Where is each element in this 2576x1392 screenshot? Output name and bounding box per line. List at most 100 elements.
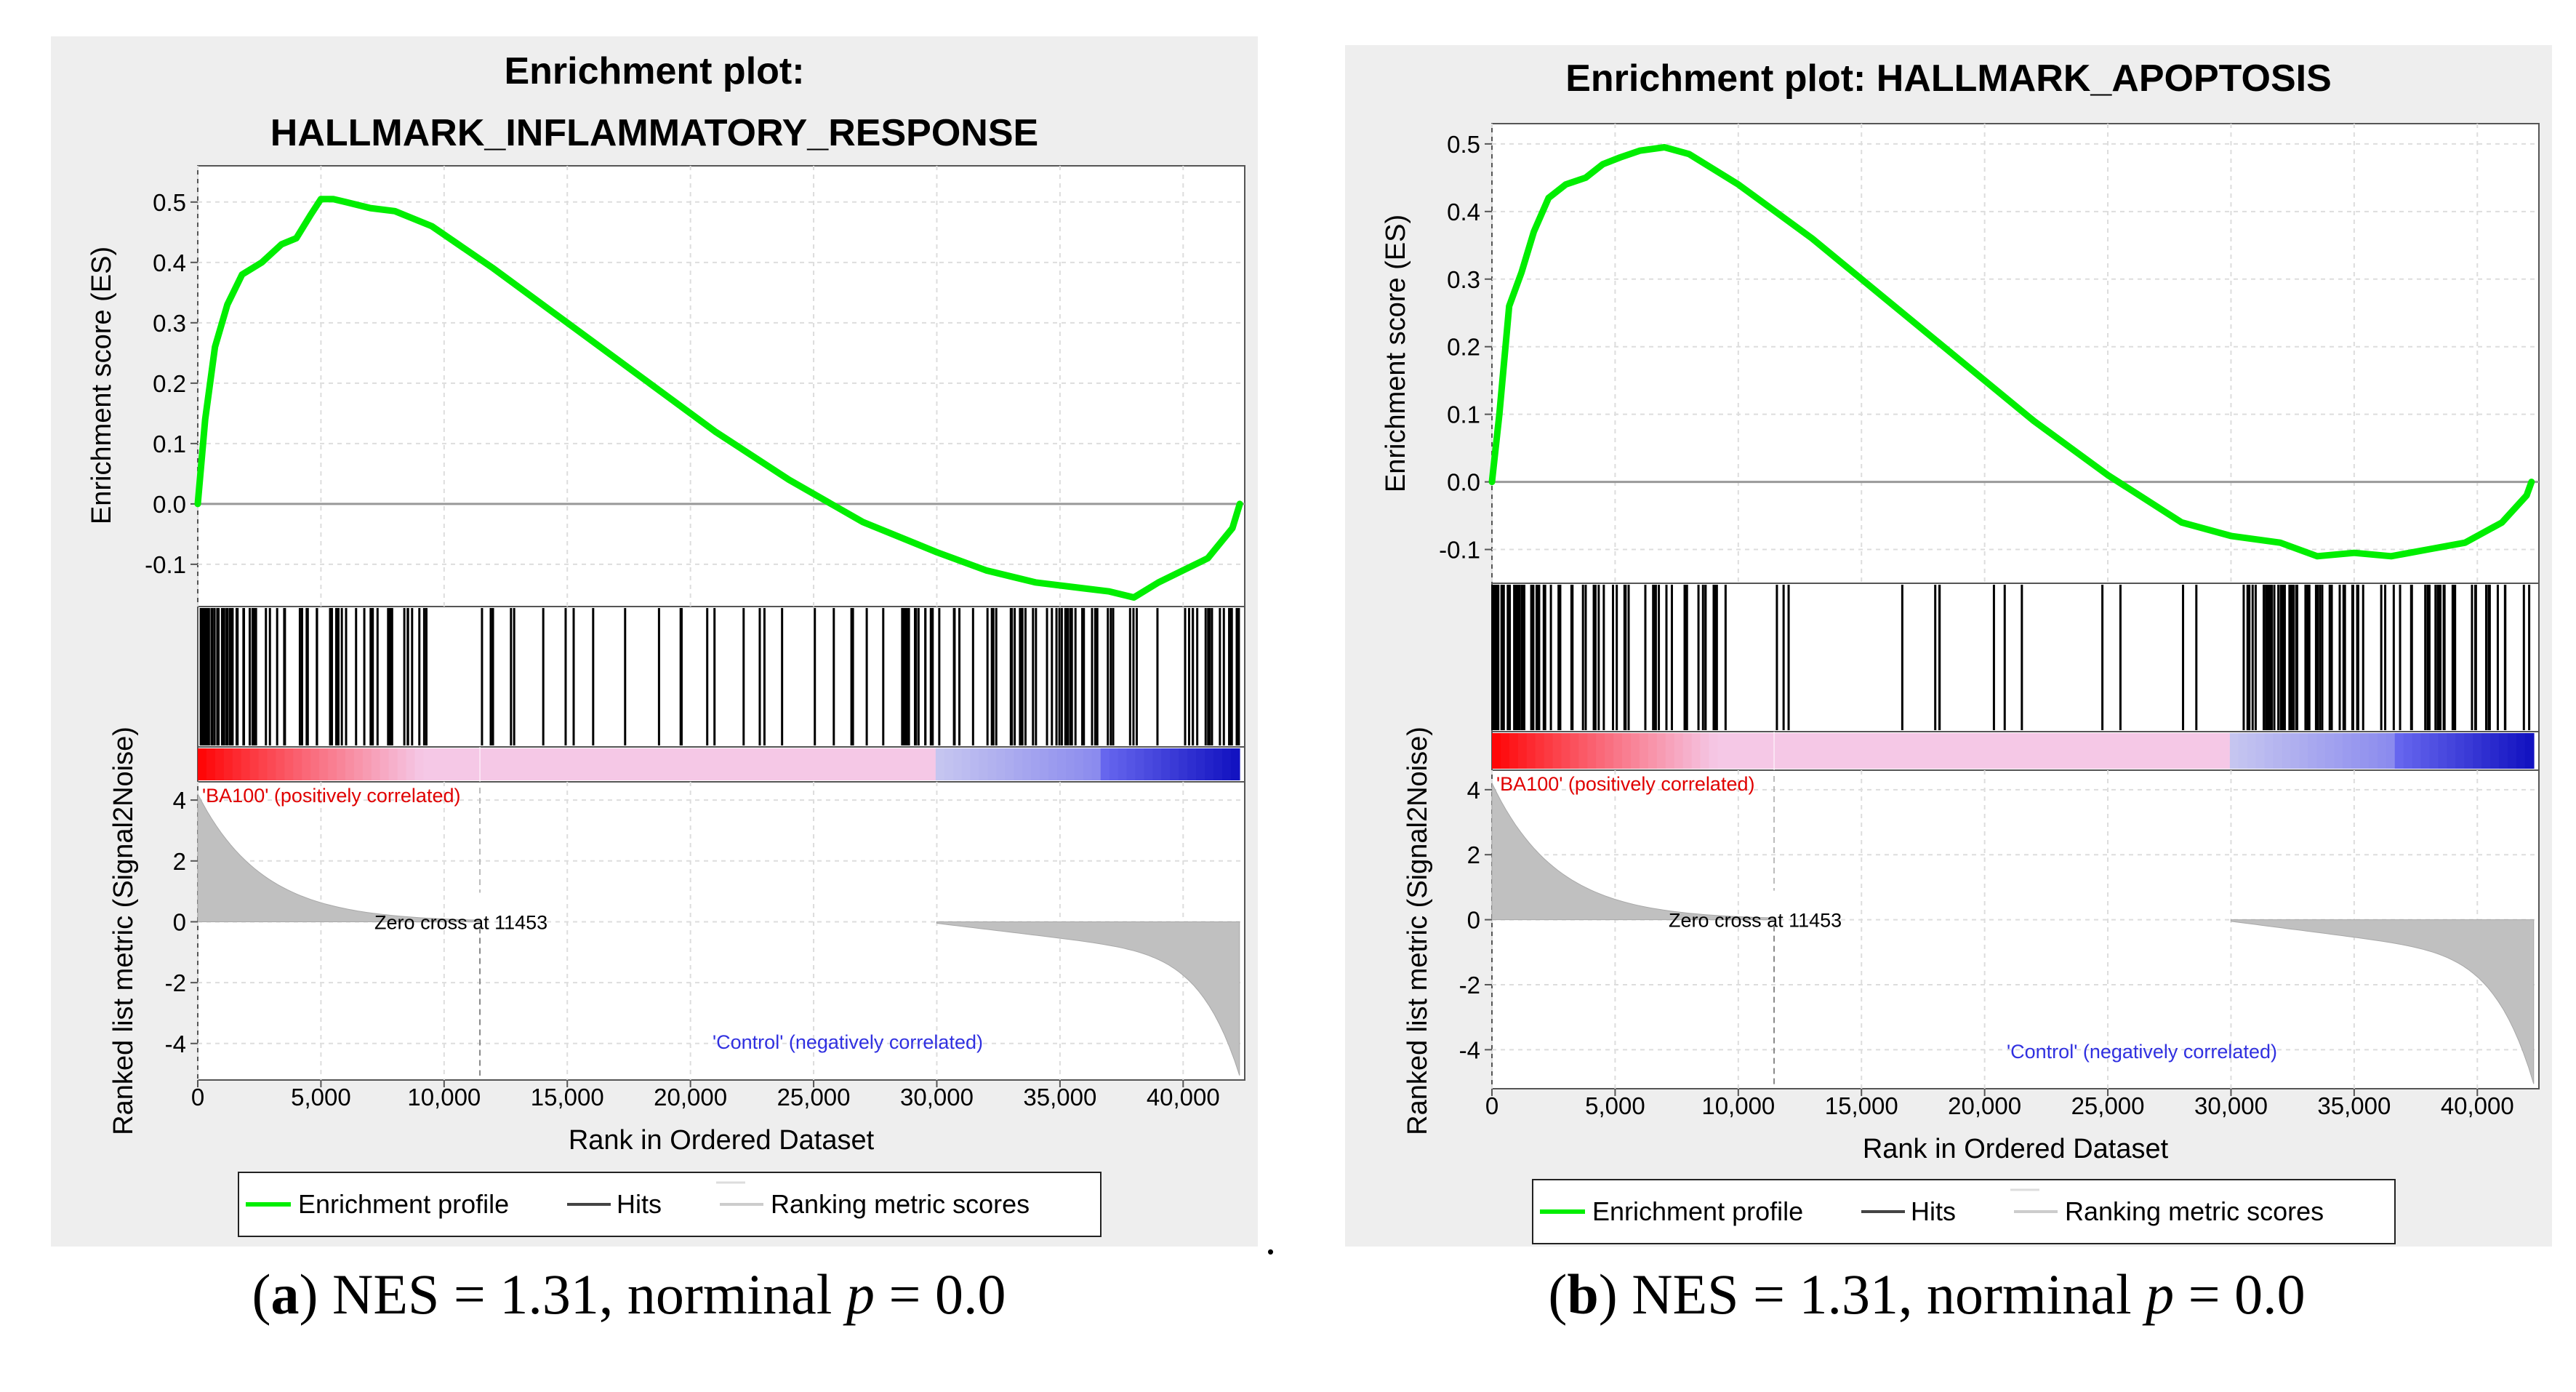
colorbar-segment bbox=[1995, 733, 2005, 769]
caption-letter: b bbox=[1567, 1263, 1599, 1326]
colorbar-segment bbox=[1221, 748, 1232, 780]
colorbar-segment bbox=[536, 748, 546, 780]
x-tick-label: 5,000 bbox=[1585, 1092, 1645, 1119]
legend-profile-label: Enrichment profile bbox=[298, 1189, 509, 1219]
colorbar-segment bbox=[2229, 733, 2239, 769]
colorbar-segment bbox=[1118, 748, 1128, 780]
colorbar-segment bbox=[414, 748, 425, 780]
colorbar-segment bbox=[1031, 748, 1040, 780]
colorbar-segment bbox=[492, 748, 502, 780]
colorbar-segment bbox=[762, 748, 771, 780]
chart-title-line-2: HALLMARK_INFLAMMATORY_RESPONSE bbox=[270, 112, 1038, 154]
colorbar-segment bbox=[2524, 733, 2535, 769]
colorbar-segment bbox=[2039, 733, 2048, 769]
x-tick-label: 30,000 bbox=[900, 1084, 974, 1111]
ranking-metric-area bbox=[1491, 776, 2535, 1084]
y-tick-label: 0.2 bbox=[153, 370, 186, 397]
hits-plot-area bbox=[197, 606, 1245, 748]
colorbar-segment bbox=[1022, 748, 1032, 780]
colorbar-segment bbox=[2481, 733, 2491, 769]
colorbar-segment bbox=[910, 748, 919, 780]
colorbar-segment bbox=[397, 748, 407, 780]
x-tick-label: 20,000 bbox=[654, 1084, 727, 1111]
colorbar-segment bbox=[848, 748, 859, 780]
x-tick-label: 40,000 bbox=[1147, 1084, 1220, 1111]
y-tick-label: 0.4 bbox=[153, 249, 186, 276]
colorbar-segment bbox=[1014, 748, 1024, 780]
colorbar-segment bbox=[1839, 733, 1849, 769]
colorbar-segment bbox=[2247, 733, 2257, 769]
colorbar-segment bbox=[1682, 733, 1693, 769]
caption-text: NES = 1.31, norminal bbox=[332, 1263, 846, 1326]
colorbar-segment bbox=[1934, 733, 1944, 769]
zero-cross-label: Zero cross at 11453 bbox=[374, 911, 547, 933]
colorbar-segment bbox=[640, 748, 650, 780]
colorbar-segment bbox=[2082, 733, 2092, 769]
colorbar-segment bbox=[779, 748, 789, 780]
colorbar-segment bbox=[2108, 733, 2118, 769]
colorbar-segment bbox=[692, 748, 702, 780]
zero-cross-label: Zero cross at 11453 bbox=[1669, 910, 1842, 932]
colorbar-segment bbox=[987, 748, 998, 780]
caption-p: p bbox=[846, 1263, 875, 1326]
colorbar-segment bbox=[2160, 733, 2170, 769]
panel-a: Enrichment plot: HALLMARK_INFLAMMATORY_R… bbox=[51, 0, 1258, 1247]
colorbar-segment bbox=[926, 748, 936, 780]
colorbar-segment bbox=[2334, 733, 2343, 769]
colorbar-segment bbox=[2351, 733, 2361, 769]
hit-lines bbox=[1491, 585, 2531, 730]
colorbar-segment bbox=[2290, 733, 2300, 769]
colorbar-segment bbox=[1552, 733, 1562, 769]
colorbar-segment bbox=[553, 748, 563, 780]
colorbar-segment bbox=[597, 748, 606, 780]
colorbar-segment bbox=[2447, 733, 2457, 769]
colorbar-segment bbox=[883, 748, 893, 780]
colorbar-segment bbox=[822, 748, 832, 780]
colorbar-segment bbox=[562, 748, 572, 780]
colorbar-segment bbox=[198, 748, 207, 780]
colorbar-segment bbox=[458, 748, 468, 780]
es-plot-area bbox=[1491, 123, 2540, 584]
colorbar-segment bbox=[2255, 733, 2266, 769]
colorbar-segment bbox=[2195, 733, 2204, 769]
colorbar-segment bbox=[2308, 733, 2318, 769]
y-tick-label: 0.5 bbox=[1447, 131, 1480, 158]
colorbar-segment bbox=[814, 748, 824, 780]
enrichment-profile bbox=[1488, 144, 2535, 560]
colorbar-segment bbox=[2030, 733, 2040, 769]
x-tick-label: 25,000 bbox=[2071, 1092, 2145, 1119]
colorbar-segment bbox=[518, 748, 529, 780]
colorbar-segment bbox=[1196, 748, 1205, 780]
panel-b-chart: Enrichment plot: HALLMARK_APOPTOSIS 0.50… bbox=[1345, 45, 2552, 1247]
colorbar-segment bbox=[1126, 748, 1136, 780]
x-tick-label: 40,000 bbox=[2441, 1092, 2514, 1119]
colorbar-segment bbox=[701, 748, 711, 780]
colorbar-segment bbox=[1813, 733, 1823, 769]
x-tick-label: 5,000 bbox=[291, 1084, 351, 1111]
negative-label: 'Control' (negatively correlated) bbox=[713, 1031, 983, 1053]
metric-tick-label: 0 bbox=[173, 908, 186, 935]
colorbar-segment bbox=[1856, 733, 1866, 769]
colorbar-segment bbox=[1605, 733, 1614, 769]
colorbar-segment bbox=[1900, 733, 1909, 769]
colorbar-segment bbox=[2169, 733, 2179, 769]
x-axis-label: Rank in Ordered Dataset bbox=[569, 1125, 875, 1156]
colorbar-segment bbox=[232, 748, 242, 780]
colorbar-segment bbox=[649, 748, 659, 780]
colorbar-segment bbox=[1170, 748, 1180, 780]
colorbar-segment bbox=[2186, 733, 2196, 769]
colorbar-segment bbox=[1500, 733, 1510, 769]
colorbar-segment bbox=[736, 748, 746, 780]
colorbar-segment bbox=[1917, 733, 1927, 769]
legend-hits-label: Hits bbox=[617, 1189, 662, 1219]
colorbar-segment bbox=[2013, 733, 2023, 769]
colorbar-segment bbox=[1648, 733, 1658, 769]
colorbar-segment bbox=[571, 748, 581, 780]
colorbar-segment bbox=[1752, 733, 1762, 769]
y-tick-label: 0.3 bbox=[1447, 266, 1480, 293]
colorbar-segment bbox=[2220, 733, 2231, 769]
colorbar-segment bbox=[970, 748, 980, 780]
colorbar-segment bbox=[2316, 733, 2327, 769]
colorbar-segment bbox=[388, 748, 398, 780]
colorbar-segment bbox=[2116, 733, 2127, 769]
